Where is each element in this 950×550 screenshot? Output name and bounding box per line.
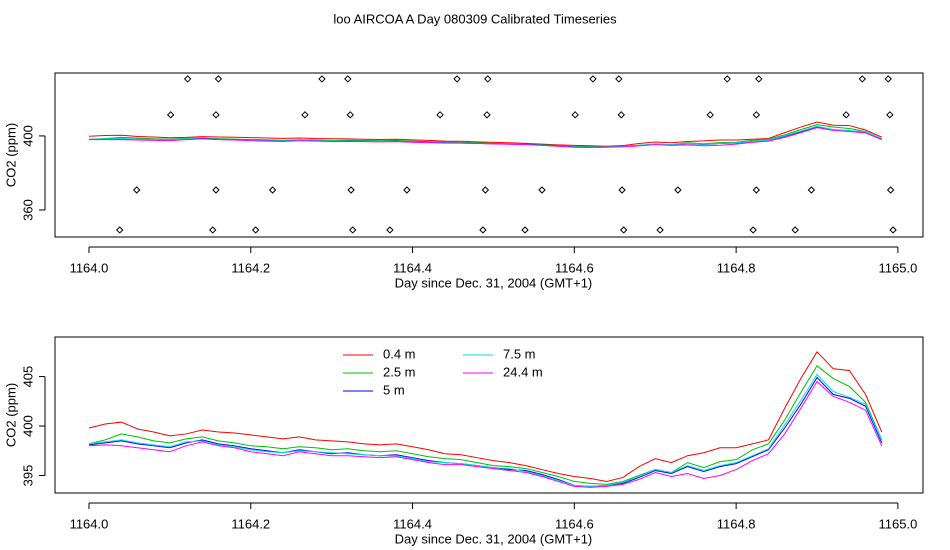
x-tick-label: 1164.6 bbox=[555, 260, 594, 275]
scatter-point bbox=[436, 111, 444, 119]
x-tick-label: 1164.4 bbox=[393, 516, 432, 531]
scatter-point bbox=[214, 75, 223, 83]
x-axis-label: Day since Dec. 31, 2004 (GMT+1) bbox=[395, 531, 593, 546]
x-tick-label: 1164.0 bbox=[70, 516, 109, 531]
series-line bbox=[88, 364, 883, 485]
scatter-point bbox=[346, 111, 354, 119]
scatter-point bbox=[619, 226, 628, 234]
x-tick-label: 1164.0 bbox=[70, 260, 109, 275]
scatter-point bbox=[453, 75, 461, 83]
series-line bbox=[88, 351, 883, 482]
x-tick-label: 1164.6 bbox=[555, 516, 594, 531]
legend-label: 2.5 m bbox=[383, 364, 416, 379]
scatter-point bbox=[752, 111, 761, 119]
scatter-point bbox=[318, 75, 326, 83]
scatter-point bbox=[268, 186, 277, 194]
x-tick-label: 1165.0 bbox=[879, 260, 918, 275]
scatter-point bbox=[755, 75, 763, 83]
scatter-point bbox=[886, 111, 894, 119]
scatter-point bbox=[403, 186, 411, 194]
scatter-point bbox=[886, 186, 895, 194]
y-axis-label: CO2 (ppm) bbox=[3, 123, 18, 187]
series-line bbox=[88, 380, 883, 488]
chart-title: loo AIRCOA A Day 080309 Calibrated Times… bbox=[333, 11, 617, 26]
x-tick-label: 1165.0 bbox=[879, 516, 918, 531]
scatter-point bbox=[347, 186, 355, 194]
scatter-point bbox=[301, 111, 309, 119]
scatter-point bbox=[166, 111, 175, 119]
scatter-point bbox=[344, 75, 352, 83]
scatter-point bbox=[749, 226, 757, 234]
scatter-point bbox=[483, 111, 491, 119]
scatter-point bbox=[791, 226, 799, 234]
y-tick-label: 360 bbox=[20, 199, 35, 221]
scatter-point bbox=[481, 186, 490, 194]
scatter-point bbox=[889, 226, 897, 234]
scatter-point bbox=[884, 75, 892, 83]
legend-label: 5 m bbox=[383, 382, 405, 397]
x-tick-label: 1164.8 bbox=[717, 260, 756, 275]
y-tick-label: 405 bbox=[20, 366, 35, 388]
scatter-point bbox=[212, 186, 220, 194]
y-axis-label: CO2 (ppm) bbox=[3, 383, 18, 447]
scatter-point bbox=[209, 226, 217, 234]
scatter-point bbox=[656, 226, 664, 234]
x-tick-label: 1164.2 bbox=[231, 260, 270, 275]
x-tick-label: 1164.8 bbox=[717, 516, 756, 531]
y-tick-label: 400 bbox=[20, 415, 35, 437]
scatter-point bbox=[589, 75, 597, 83]
y-tick-label: 400 bbox=[20, 125, 35, 147]
scatter-point bbox=[116, 226, 124, 234]
x-tick-label: 1164.4 bbox=[393, 260, 432, 275]
scatter-point bbox=[615, 75, 623, 83]
scatter-point bbox=[479, 226, 487, 234]
scatter-point bbox=[571, 111, 579, 119]
legend-label: 0.4 m bbox=[383, 346, 416, 361]
scatter-point bbox=[674, 186, 682, 194]
x-axis-label: Day since Dec. 31, 2004 (GMT+1) bbox=[395, 275, 593, 290]
plot-frame bbox=[54, 72, 924, 238]
scatter-point bbox=[251, 226, 260, 234]
series-line bbox=[88, 373, 883, 487]
scatter-point bbox=[807, 186, 816, 194]
scatter-point bbox=[858, 75, 867, 83]
legend-label: 24.4 m bbox=[503, 364, 543, 379]
scatter-point bbox=[183, 75, 192, 83]
scatter-point bbox=[617, 111, 625, 119]
x-tick-label: 1164.2 bbox=[231, 516, 270, 531]
scatter-point bbox=[132, 186, 141, 194]
series-line bbox=[88, 127, 882, 148]
scatter-point bbox=[752, 186, 761, 194]
scatter-point bbox=[723, 75, 731, 83]
y-tick-label: 395 bbox=[20, 465, 35, 487]
scatter-point bbox=[386, 226, 394, 234]
series-line bbox=[88, 121, 882, 147]
scatter-point bbox=[706, 111, 714, 119]
plot-frame bbox=[54, 336, 924, 494]
scatter-point bbox=[212, 111, 220, 119]
scatter-point bbox=[521, 226, 529, 234]
scatter-point bbox=[538, 186, 546, 194]
scatter-point bbox=[484, 75, 492, 83]
scatter-point bbox=[348, 226, 357, 234]
scatter-point bbox=[618, 186, 626, 194]
legend-label: 7.5 m bbox=[503, 346, 536, 361]
scatter-point bbox=[842, 111, 850, 119]
series-line bbox=[88, 376, 883, 487]
